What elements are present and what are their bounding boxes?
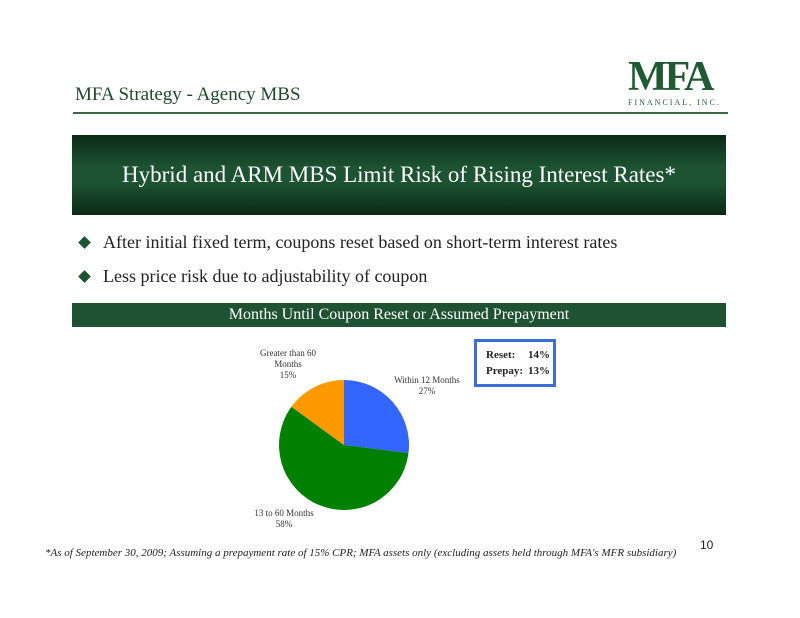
logo-subtitle: FINANCIAL, INC. [628,98,721,107]
chart-subheader: Months Until Coupon Reset or Assumed Pre… [72,303,726,327]
bullet-text: After initial fixed term, coupons reset … [103,232,618,252]
reset-value: 14% [528,349,550,361]
mfa-logo: MFA FINANCIAL, INC. [624,56,730,110]
footnote: *As of September 30, 2009; Assuming a pr… [45,547,677,559]
chart-subheader-label: Months Until Coupon Reset or Assumed Pre… [228,306,570,323]
pie-slice-within-12-months [344,380,410,454]
logo-letters: MFA [628,54,714,100]
prepay-key: Prepay: [486,365,524,377]
bullet-text: Less price risk due to adjustability of … [103,266,428,286]
pie-label-13-to-60-months: 13 to 60 Months 58% [254,508,314,529]
diamond-bullet-icon [78,270,91,283]
pie-label-greater-than-60-months: Greater than 60 Months 15% [260,348,316,380]
slide-title: Hybrid and ARM MBS Limit Risk of Rising … [122,162,676,187]
pie-label-within-12-months: Within 12 Months 27% [394,375,460,396]
page-number: 10 [700,538,714,552]
reset-row: Reset: 14% [486,349,550,361]
prepay-row: Prepay: 13% [486,365,550,377]
header-divider [73,112,728,114]
reset-prepay-box: Reset: 14% Prepay: 13% [474,339,556,387]
pie-slice-greater-than-60-months [291,380,344,445]
diamond-bullet-icon [78,236,91,249]
prepay-value: 13% [528,365,550,377]
pie-slice-13-to-60-months [279,406,409,510]
bullet-item: After initial fixed term, coupons reset … [78,232,617,253]
section-title: MFA Strategy - Agency MBS [75,84,301,105]
pie-chart: Within 12 Months 27% 13 to 60 Months 58% Gre… [254,348,460,529]
bullet-item: Less price risk due to adjustability of … [78,266,427,287]
reset-key: Reset: [486,349,516,361]
title-banner: Hybrid and ARM MBS Limit Risk of Rising … [72,135,726,215]
